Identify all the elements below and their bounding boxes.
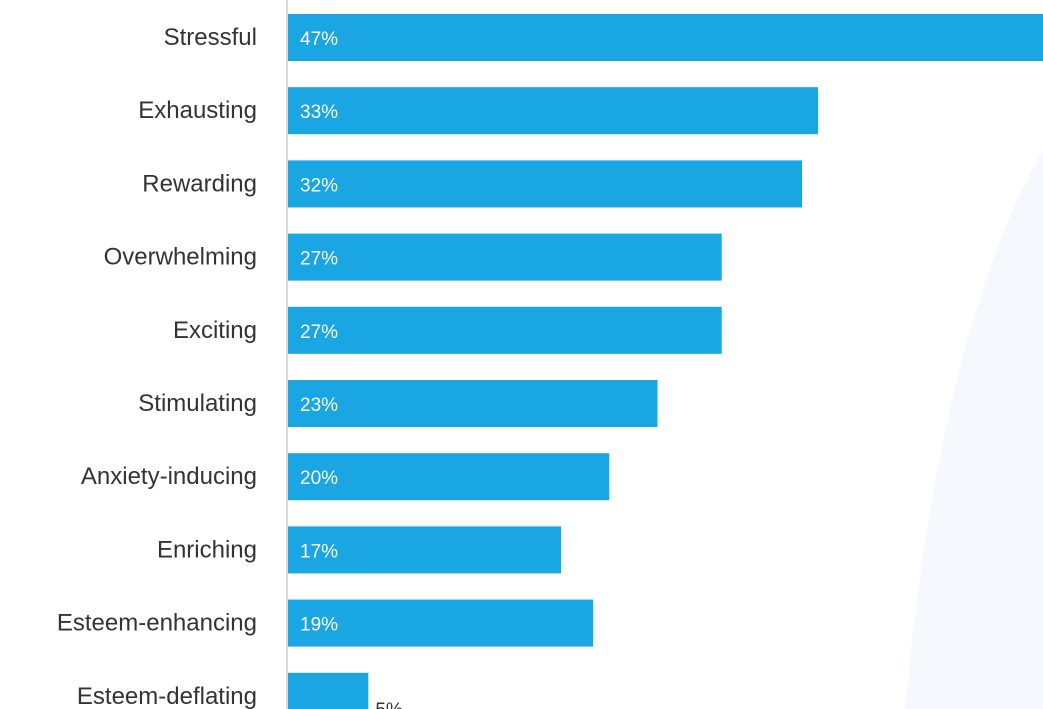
bar-rewarding xyxy=(288,160,803,208)
category-label: Rewarding xyxy=(142,170,257,197)
background-arc xyxy=(905,150,1043,709)
category-label: Stressful xyxy=(164,24,257,51)
bar-esteem-deflating xyxy=(288,672,369,709)
value-label: 33% xyxy=(300,102,338,123)
category-label: Esteem-enhancing xyxy=(57,610,257,637)
bar-esteem-enhancing xyxy=(288,599,594,647)
bar-exhausting xyxy=(288,87,819,135)
value-label: 5% xyxy=(375,700,403,709)
category-label: Exciting xyxy=(173,317,257,344)
value-label: 17% xyxy=(300,541,338,562)
category-label: Anxiety-inducing xyxy=(81,463,257,490)
value-label: 23% xyxy=(300,395,338,416)
value-label: 27% xyxy=(300,249,338,270)
bar-overwhelming xyxy=(288,233,722,281)
category-label: Esteem-deflating xyxy=(77,683,257,709)
bar-enriching xyxy=(288,526,562,574)
bar-exciting xyxy=(288,306,722,354)
value-label: 19% xyxy=(300,615,338,636)
category-label: Enriching xyxy=(157,536,257,563)
bar-anxiety-inducing xyxy=(288,453,610,501)
bar-stimulating xyxy=(288,380,658,427)
category-label: Overwhelming xyxy=(104,244,257,271)
value-label: 32% xyxy=(300,175,338,196)
value-label: 47% xyxy=(300,29,338,50)
category-label: Stimulating xyxy=(138,390,257,417)
value-label: 27% xyxy=(300,322,338,343)
value-label: 20% xyxy=(300,468,338,489)
bar-stressful xyxy=(288,14,1043,61)
category-label: Exhausting xyxy=(138,97,257,124)
bars: Stressful 47% Exhausting 33% Rewarding 32% Ove… xyxy=(57,14,1043,709)
